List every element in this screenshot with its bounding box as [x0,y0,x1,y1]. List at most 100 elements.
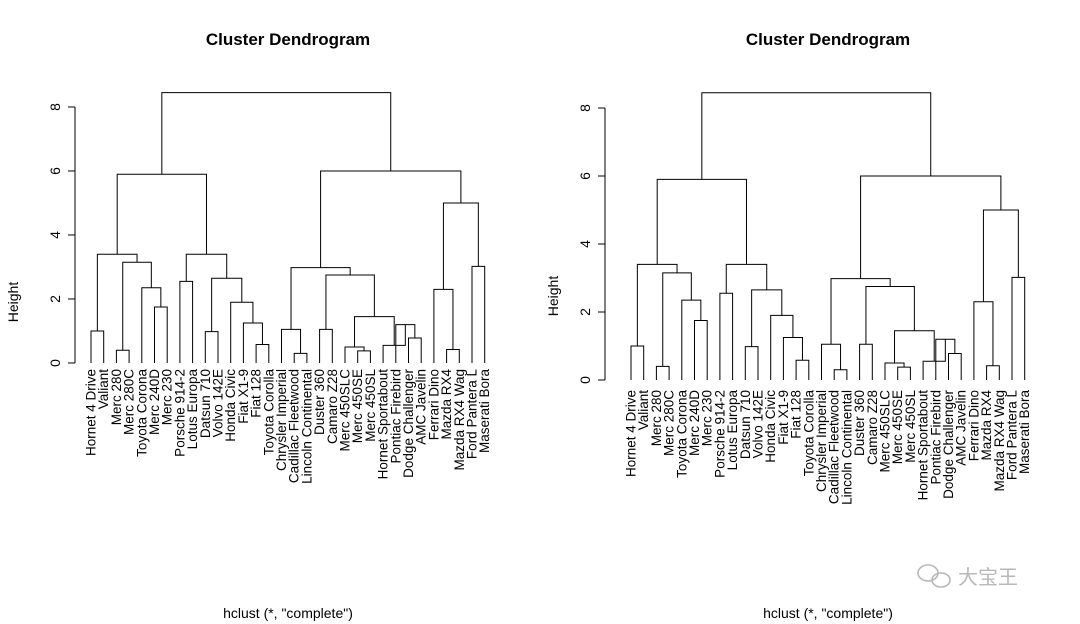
leaf-label: Toyota Corona [674,390,689,478]
leaf-label: Lincoln Continental [299,369,314,484]
y-tick-label: 2 [47,295,63,303]
dendrogram-branch [725,263,768,294]
y-tick-label: 0 [577,376,593,384]
dendrogram-branch [408,337,422,363]
leaf-label: Mazda RX4 [439,369,454,440]
y-axis-label: Height [545,276,561,317]
leaf-label: Camaro Z28 [865,390,880,465]
x-axis-label: hclust (*, "complete") [763,605,893,621]
dendrogram-branch [116,173,207,255]
leaf-label: Ford Pantera L [1005,390,1020,481]
leaf-label: Maserati Bora [477,369,492,454]
leaf-label: AMC Javelin [954,390,969,466]
leaf-label: Dodge Challenger [401,368,416,477]
leaf-label: Merc 230 [700,390,715,446]
y-tick-label: 2 [577,308,593,316]
dendrogram-branch [948,352,962,380]
leaf-label: Datsun 710 [198,369,213,438]
leaf-label: Porsche 914-2 [172,369,187,457]
leaf-label: Hornet Sportabout [376,369,391,480]
dendrogram-panel-complete-hang: Cluster Dendrogram Height hclust (*, "co… [5,30,492,621]
leaf-label: Maserati Bora [1017,390,1032,475]
dendrogram-branch [636,263,678,346]
dendrogram-branch [744,346,759,380]
dendrogram-branch [211,277,243,332]
dendrogram-branch [795,359,810,380]
leaf-label: Merc 280 [649,390,664,446]
dendrogram-panel-complete-aligned: Cluster Dendrogram Height hclust (*, "co… [545,30,1032,621]
leaf-label: Ferrari Dino [426,369,441,440]
leaf-label: Porsche 914-2 [712,390,727,478]
wechat-icon [917,564,951,588]
leaf-label: Fiat X1-9 [776,390,791,445]
leaf-label: Volvo 142E [751,390,766,458]
dendrogram-branches [90,92,486,363]
dendrogram-branch [204,331,219,363]
leaf-label: Toyota Corolla [801,390,816,477]
dendrogram-branch [344,346,365,363]
dendrogram-branch [290,267,351,330]
leaf-label: Lotus Europa [725,390,740,471]
dendrogram-branch [630,345,645,380]
leaf-label: Cadillac Fleetwood [287,369,302,483]
leaf-label: Ford Pantera L [465,369,480,460]
leaf-label: Toyota Corona [134,369,149,457]
leaf-label: Fiat X1-9 [236,369,251,424]
leaf-label: Merc 240D [687,390,702,456]
dendrogram-branch [1011,276,1026,380]
leaf-label: Mazda RX4 Wag [992,390,1007,492]
dendrogram-branch [973,301,994,380]
dendrogram-branch [446,349,460,363]
dendrogram-branch [442,202,479,290]
dendrogram-branch [90,330,105,363]
leaf-label: Merc 450SL [363,369,378,442]
y-tick-label: 6 [47,167,63,175]
leaf-label: Camaro Z28 [325,369,340,444]
dendrogram-branch [319,328,333,363]
y-axis-label: Height [5,282,21,323]
leaf-label: Merc 450SE [890,390,905,464]
leaf-label: Merc 450SLC [338,369,353,452]
leaf-label: Honda Civic [763,390,778,463]
dendrogram-branches [630,92,1026,380]
chart-title: Cluster Dendrogram [206,30,370,49]
dendrogram-branch [293,352,308,363]
dendrogram-branch [859,343,873,380]
dendrogram-branch [655,365,670,380]
dendrogram-branch [986,365,1000,380]
dendrogram-branch [865,286,915,345]
dendrogram-branch [751,289,783,347]
leaf-label: Pontiac Firebird [928,390,943,485]
dendrogram-branch [161,92,392,175]
leaf-label: Hornet Sportabout [916,390,931,501]
dendrogram-branch [860,175,1002,279]
dendrogram-branch [141,287,162,363]
leaf-label: Chrysler Imperial [814,390,829,492]
dendrogram-branch [179,280,194,363]
chart-title: Cluster Dendrogram [746,30,910,49]
leaf-label: Lotus Europa [185,369,200,450]
y-tick-label: 8 [577,104,593,112]
leaf-label: Merc 240D [147,369,162,435]
dendrogram-branch [185,253,228,282]
dendrogram-branch [325,274,375,330]
leaf-label: Hornet 4 Drive [84,369,99,456]
watermark-text: 大宝王 [958,565,1018,589]
dendrogram-branch [96,253,138,331]
dendrogram-branch [433,288,454,363]
x-axis-label: hclust (*, "complete") [223,605,353,621]
y-tick-label: 6 [577,172,593,180]
dendrogram-branch [242,322,263,363]
dendrogram-branch [154,306,168,363]
dendrogram-branch [115,349,130,363]
y-tick-label: 4 [577,240,593,248]
dendrogram-branch [681,299,702,380]
leaf-label: Honda Civic [223,369,238,442]
leaf-label: Datsun 710 [738,390,753,459]
dendrogram-branch [471,265,486,363]
leaf-label: Fiat 128 [249,369,264,418]
dendrogram-branch [770,314,794,380]
leaf-label: Merc 280C [662,390,677,456]
